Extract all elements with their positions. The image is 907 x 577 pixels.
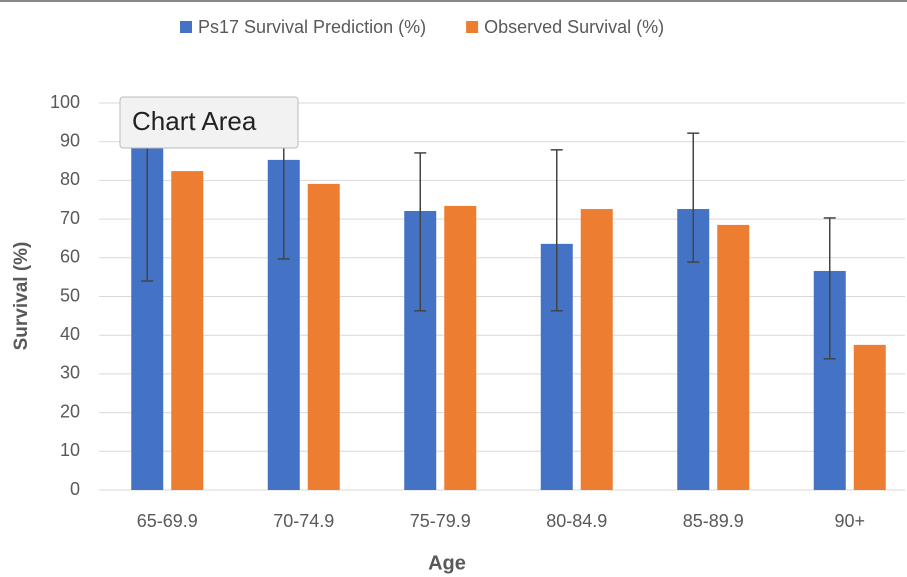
y-tick-label: 70 [60, 208, 80, 228]
bar [307, 183, 340, 490]
error-bar [414, 152, 427, 312]
tooltip-text: Chart Area [132, 106, 257, 136]
y-tick-label: 0 [70, 479, 80, 499]
tooltip: Chart Area [119, 96, 299, 149]
x-tick-label: 80-84.9 [546, 511, 607, 531]
y-tick-label: 80 [60, 169, 80, 189]
error-bar [687, 132, 700, 263]
legend-swatch [180, 21, 192, 33]
y-tick-label: 50 [60, 285, 80, 305]
bar [171, 171, 204, 490]
bar [853, 344, 886, 490]
x-tick-label: 70-74.9 [273, 511, 334, 531]
bar [717, 224, 750, 490]
y-tick-label: 60 [60, 247, 80, 267]
legend-label: Ps17 Survival Prediction (%) [198, 17, 426, 37]
y-tick-label: 100 [50, 92, 80, 112]
x-tick-label: 65-69.9 [137, 511, 198, 531]
x-tick-label: 90+ [834, 511, 865, 531]
tooltip-box [119, 96, 299, 149]
error-bar [823, 217, 836, 360]
plot: 0 10 20 30 40 50 60 70 80 90 100 65-69.9 70-74.9 75-7… [50, 92, 905, 531]
y-tick-label: 20 [60, 401, 80, 421]
y-tick-label: 90 [60, 130, 80, 150]
y-tick-label: 30 [60, 363, 80, 383]
error-bar [550, 149, 563, 312]
x-tick-label: 75-79.9 [410, 511, 471, 531]
legend-swatch [466, 21, 479, 33]
x-axis-title: Age [428, 552, 466, 574]
x-tick-label: 85-89.9 [683, 511, 744, 531]
bar [444, 205, 477, 490]
bar [580, 209, 613, 490]
legend: Ps17 Survival Prediction (%) Observed Sur… [180, 17, 664, 37]
legend-label: Observed Survival (%) [484, 17, 664, 37]
y-tick-label: 10 [60, 440, 80, 460]
y-tick-label: 40 [60, 324, 80, 344]
y-axis-title: Survival (%) [11, 242, 32, 351]
